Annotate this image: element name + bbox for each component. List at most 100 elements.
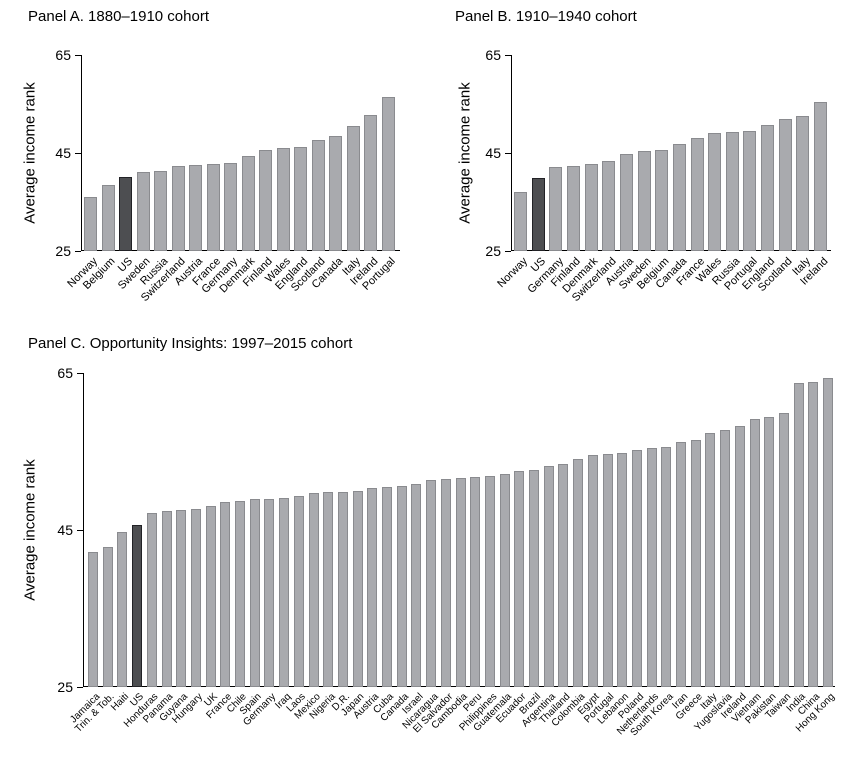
bar-iraq: [279, 497, 290, 687]
bar-ireland: [364, 115, 377, 251]
y-tick-label: 65: [55, 47, 71, 63]
bar-sweden: [136, 171, 150, 251]
bar-finland: [566, 166, 580, 251]
bar-guatemala: [499, 474, 510, 687]
bar-pakistan: [764, 417, 775, 687]
bar-hong-kong: [823, 377, 833, 687]
bar-argentina: [543, 465, 554, 687]
x-axis-line: [81, 250, 400, 251]
bar-austria: [619, 153, 633, 251]
bar-iran: [676, 442, 686, 687]
bar-ecuador: [514, 471, 525, 687]
bar-south-korea: [661, 446, 672, 687]
y-tick-mark: [75, 55, 81, 56]
bar-russia: [154, 171, 167, 251]
bar-india: [793, 383, 804, 687]
bar-el-salvador: [440, 479, 451, 687]
y-tick-mark: [505, 55, 511, 56]
bar-switzerland: [171, 165, 185, 251]
bar-ireland: [734, 425, 745, 687]
bar-japan: [352, 490, 363, 688]
panel-b: Panel B. 1910–1940 cohort Average income…: [430, 0, 861, 330]
bar-cuba: [382, 486, 392, 687]
bar-panama: [161, 511, 172, 687]
bar-finland: [259, 150, 272, 251]
y-tick-mark: [75, 251, 81, 252]
y-tick-mark: [505, 153, 511, 154]
bar-nigeria: [323, 492, 334, 687]
y-tick-mark: [77, 373, 83, 374]
bar-lebanon: [617, 453, 628, 687]
y-tick-mark: [505, 251, 511, 252]
bar-germany: [549, 167, 563, 251]
bar-d-r: [337, 491, 348, 687]
bar-us: [119, 177, 132, 251]
bar-guyana: [176, 510, 187, 687]
panel-c: Panel C. Opportunity Insights: 1997–2015…: [0, 330, 861, 760]
bar-norway: [514, 192, 527, 251]
bar-germany: [224, 163, 237, 251]
y-tick-label: 25: [55, 243, 71, 259]
bar-switzerland: [602, 161, 616, 251]
bar-peru: [470, 476, 481, 687]
bar-france: [220, 501, 231, 687]
bar-france: [690, 138, 704, 251]
bar-portugal: [381, 96, 395, 251]
bar-russia: [725, 132, 739, 251]
y-tick-mark: [77, 530, 83, 531]
bar-germany: [264, 498, 275, 687]
bar-ireland: [814, 102, 827, 251]
bar-france: [206, 163, 220, 251]
bar-italy: [796, 116, 810, 252]
y-tick-label: 45: [485, 145, 501, 161]
bar-haiti: [117, 532, 128, 687]
y-tick-label: 65: [57, 365, 73, 381]
y-tick-label: 25: [485, 243, 501, 259]
bar-uk: [205, 505, 216, 687]
bar-vietnam: [749, 419, 760, 687]
bar-denmark: [584, 163, 598, 251]
bar-sweden: [637, 151, 651, 251]
bar-canada: [396, 486, 407, 687]
bar-belgium: [655, 150, 669, 251]
panel-c-title: Panel C. Opportunity Insights: 1997–2015…: [28, 335, 353, 352]
bar-england: [294, 146, 307, 251]
bar-canada: [329, 135, 342, 251]
bar-portugal: [743, 131, 757, 251]
bar-poland: [631, 449, 642, 687]
y-axis-line: [83, 373, 84, 687]
y-tick-label: 25: [57, 679, 73, 695]
bar-norway: [84, 196, 97, 251]
bar-egypt: [587, 454, 598, 687]
panel-a-title: Panel A. 1880–1910 cohort: [28, 8, 209, 25]
bar-wales: [276, 148, 290, 251]
bar-taiwan: [778, 413, 789, 687]
bar-netherlands: [646, 448, 657, 687]
bar-israel: [411, 483, 422, 687]
bar-portugal: [602, 453, 613, 687]
bar-nicaragua: [426, 479, 437, 687]
bar-england: [761, 125, 775, 251]
bar-thailand: [558, 464, 569, 687]
bar-greece: [690, 439, 701, 687]
y-tick-mark: [77, 687, 83, 688]
bar-mexico: [308, 493, 319, 687]
bar-canada: [672, 144, 686, 251]
x-axis-line: [511, 250, 831, 251]
y-tick-label: 45: [55, 145, 71, 161]
bar-chile: [235, 501, 245, 687]
bar-brazil: [529, 470, 539, 687]
panel-b-title: Panel B. 1910–1940 cohort: [455, 8, 637, 25]
bar-scotland: [311, 139, 325, 251]
panel-c-plot: 25 45 65 Jamaica Trin. & Tob. Haiti US Honduras…: [57, 366, 837, 738]
x-tick-label: Norway: [495, 255, 531, 291]
bar-us: [531, 177, 545, 251]
bar-spain: [249, 499, 260, 687]
bar-us: [132, 524, 143, 687]
bar-honduras: [146, 512, 157, 687]
panel-a: Panel A. 1880–1910 cohort Average income…: [0, 0, 430, 330]
bar-yugoslavia: [720, 430, 731, 687]
bar-colombia: [573, 459, 584, 687]
y-axis-line: [81, 55, 82, 251]
